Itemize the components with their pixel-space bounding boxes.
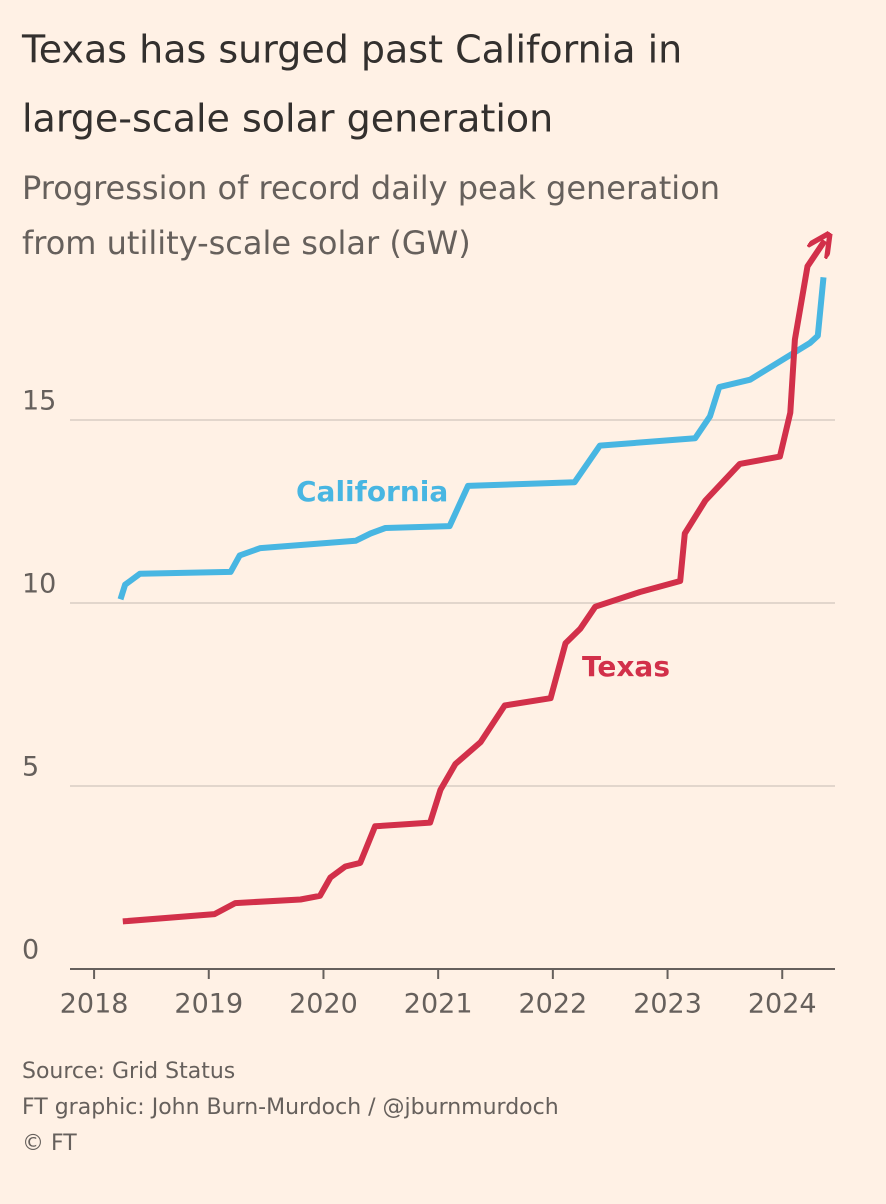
series-label: Texas [582,650,670,683]
x-tick-label: 2021 [404,989,473,1020]
chart-title: Texas has surged past California in [21,28,682,72]
x-tick-label: 2019 [174,989,243,1020]
source: Source: Grid Status [22,1059,235,1084]
chart-subtitle: Progression of record daily peak generat… [22,169,720,207]
copyright: © FT [22,1131,77,1156]
y-tick-label: 15 [22,386,56,417]
line [122,241,825,925]
x-tick-label: 2018 [60,989,129,1020]
x-tick-label: 2022 [518,989,587,1020]
x-tick-label: 2020 [289,989,358,1020]
line [117,277,827,601]
chart-title: large-scale solar generation [22,97,553,141]
chart-subtitle: from utility-scale solar (GW) [22,224,471,262]
x-tick-label: 2023 [633,989,702,1020]
y-tick-label: 5 [22,752,39,783]
y-tick-label: 0 [22,935,39,966]
y-tick-label: 10 [22,569,56,600]
x-tick-label: 2024 [748,989,817,1020]
credit: FT graphic: John Burn-Murdoch / @jburnmu… [22,1095,559,1120]
series-label: California [296,475,448,508]
